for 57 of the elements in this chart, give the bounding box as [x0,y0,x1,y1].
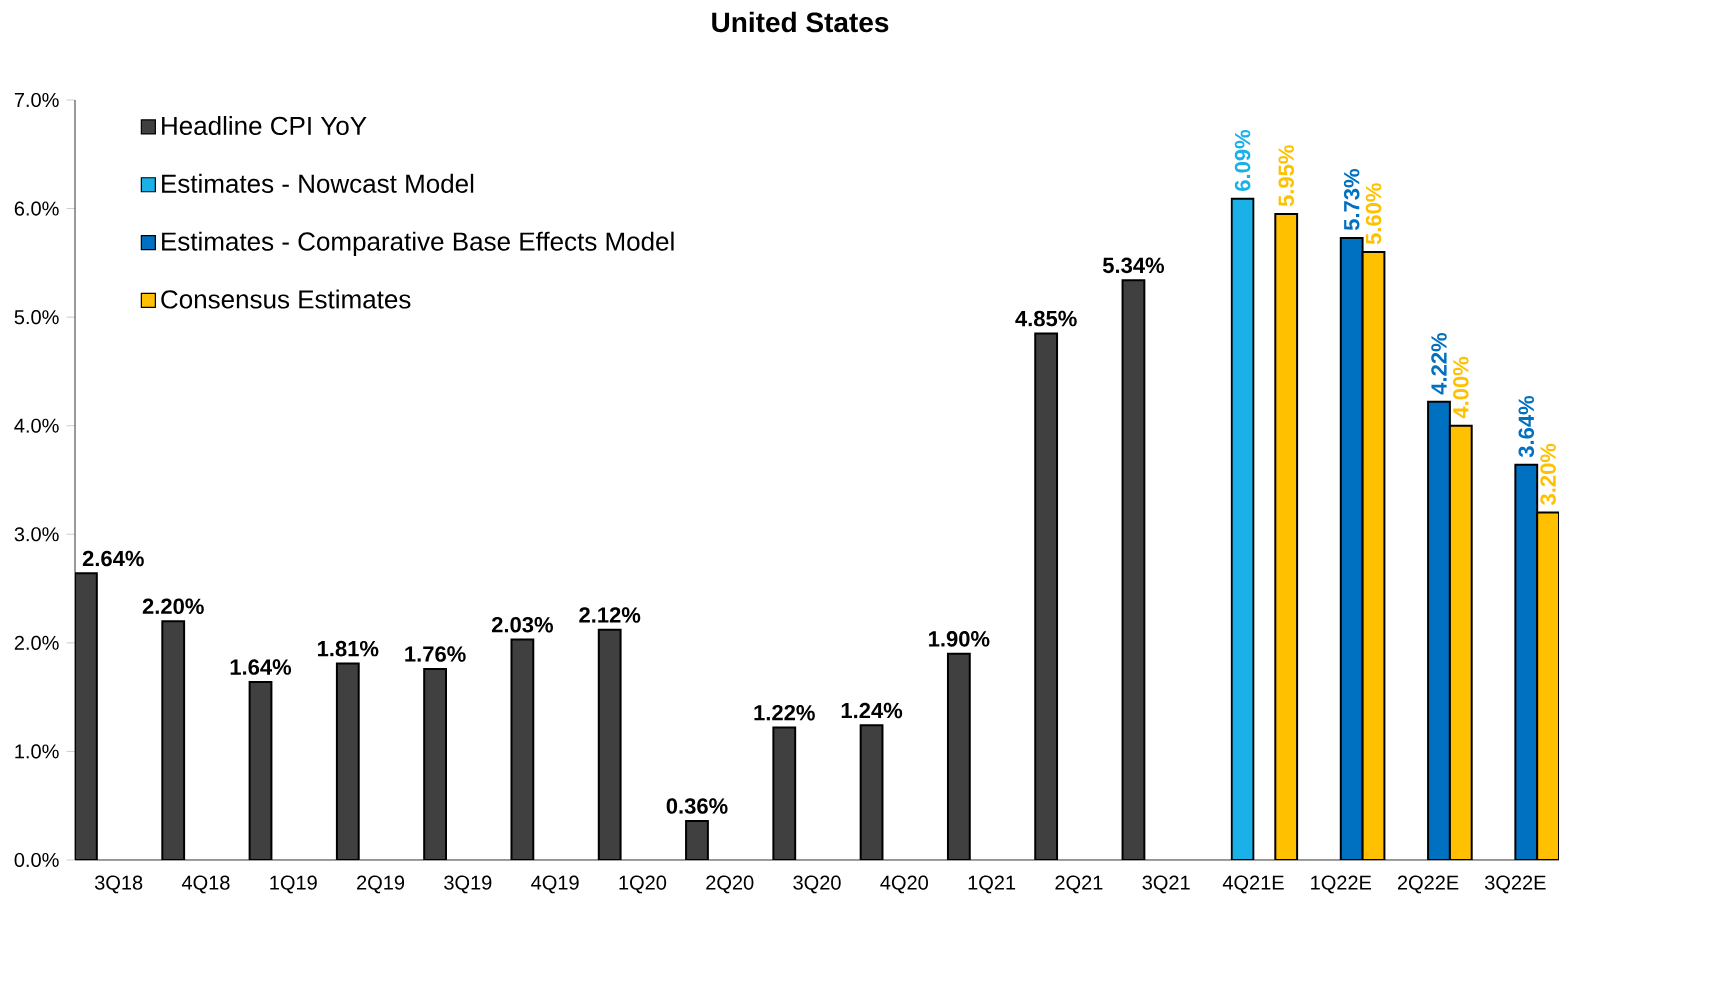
data-label: 1.81% [317,640,379,657]
x-tick-label: 3Q19 [444,875,492,894]
bar [1448,424,1473,860]
x-tick-label: 2Q19 [357,875,405,894]
data-label: 4.00% [1453,356,1469,419]
data-label: 4.85% [1015,310,1077,327]
x-tick-label: 4Q18 [181,875,230,894]
data-label: 1.90% [929,631,990,647]
x-tick-label: 2Q21 [1055,875,1103,894]
data-label: 1.64% [230,659,292,675]
legend-label: Consensus Estimates [161,289,411,309]
bar [1536,511,1560,860]
x-tick-label: 4Q19 [531,875,579,894]
data-label: 5.73% [1343,169,1360,231]
x-tick-label: 3Q22E [1484,875,1546,894]
bar [1339,236,1364,860]
y-tick-label: 7.0% [14,92,59,108]
data-label: 2.20% [142,598,204,615]
data-label: 5.95% [1278,145,1295,207]
y-tick-label: 1.0% [15,744,59,759]
y-tick-label: 5.0% [14,310,59,325]
data-label: 0.36% [666,798,728,814]
y-tick-label: 4.0% [14,418,59,433]
legend-label: Estimates - Nowcast Model [162,173,474,193]
chart-title: United States [712,11,889,33]
data-label: 2.03% [491,616,553,633]
data-label: 5.60% [1365,183,1382,245]
x-tick-label: 4Q20 [880,875,928,894]
x-tick-label: 3Q18 [94,875,143,894]
data-label: 2.12% [579,607,641,623]
data-label: 1.76% [405,646,466,662]
x-tick-label: 1Q19 [270,875,317,894]
bar [1514,463,1539,860]
legend-label: Estimates - Comparative Base Effects Model [162,231,674,256]
data-label: 4.22% [1431,332,1447,395]
x-tick-label: 1Q22E [1311,875,1372,894]
x-tick-label: 1Q20 [619,875,667,894]
bar [1427,400,1451,860]
y-tick-label: 2.0% [14,635,59,650]
x-tick-label: 1Q21 [968,875,1016,894]
y-tick-label: 6.0% [14,201,59,216]
x-tick-label: 2Q22E [1397,875,1459,894]
x-tick-label: 3Q21 [1142,875,1190,894]
x-tick-label: 3Q20 [793,875,841,894]
y-tick-label: 0.0% [14,852,59,868]
data-label: 2.64% [82,550,144,567]
y-tick-label: 3.0% [14,527,59,542]
data-label: 1.22% [754,704,815,721]
bar [1274,213,1299,860]
data-label: 1.24% [841,702,903,719]
data-label: 3.20% [1540,443,1556,505]
data-label: 3.64% [1518,395,1535,458]
x-tick-label: 2Q20 [706,875,754,894]
x-tick-label: 4Q21E [1222,875,1284,894]
legend-label: Headline CPI YoY [162,115,367,136]
data-label: 6.09% [1234,129,1251,191]
data-label: 5.34% [1102,257,1165,274]
